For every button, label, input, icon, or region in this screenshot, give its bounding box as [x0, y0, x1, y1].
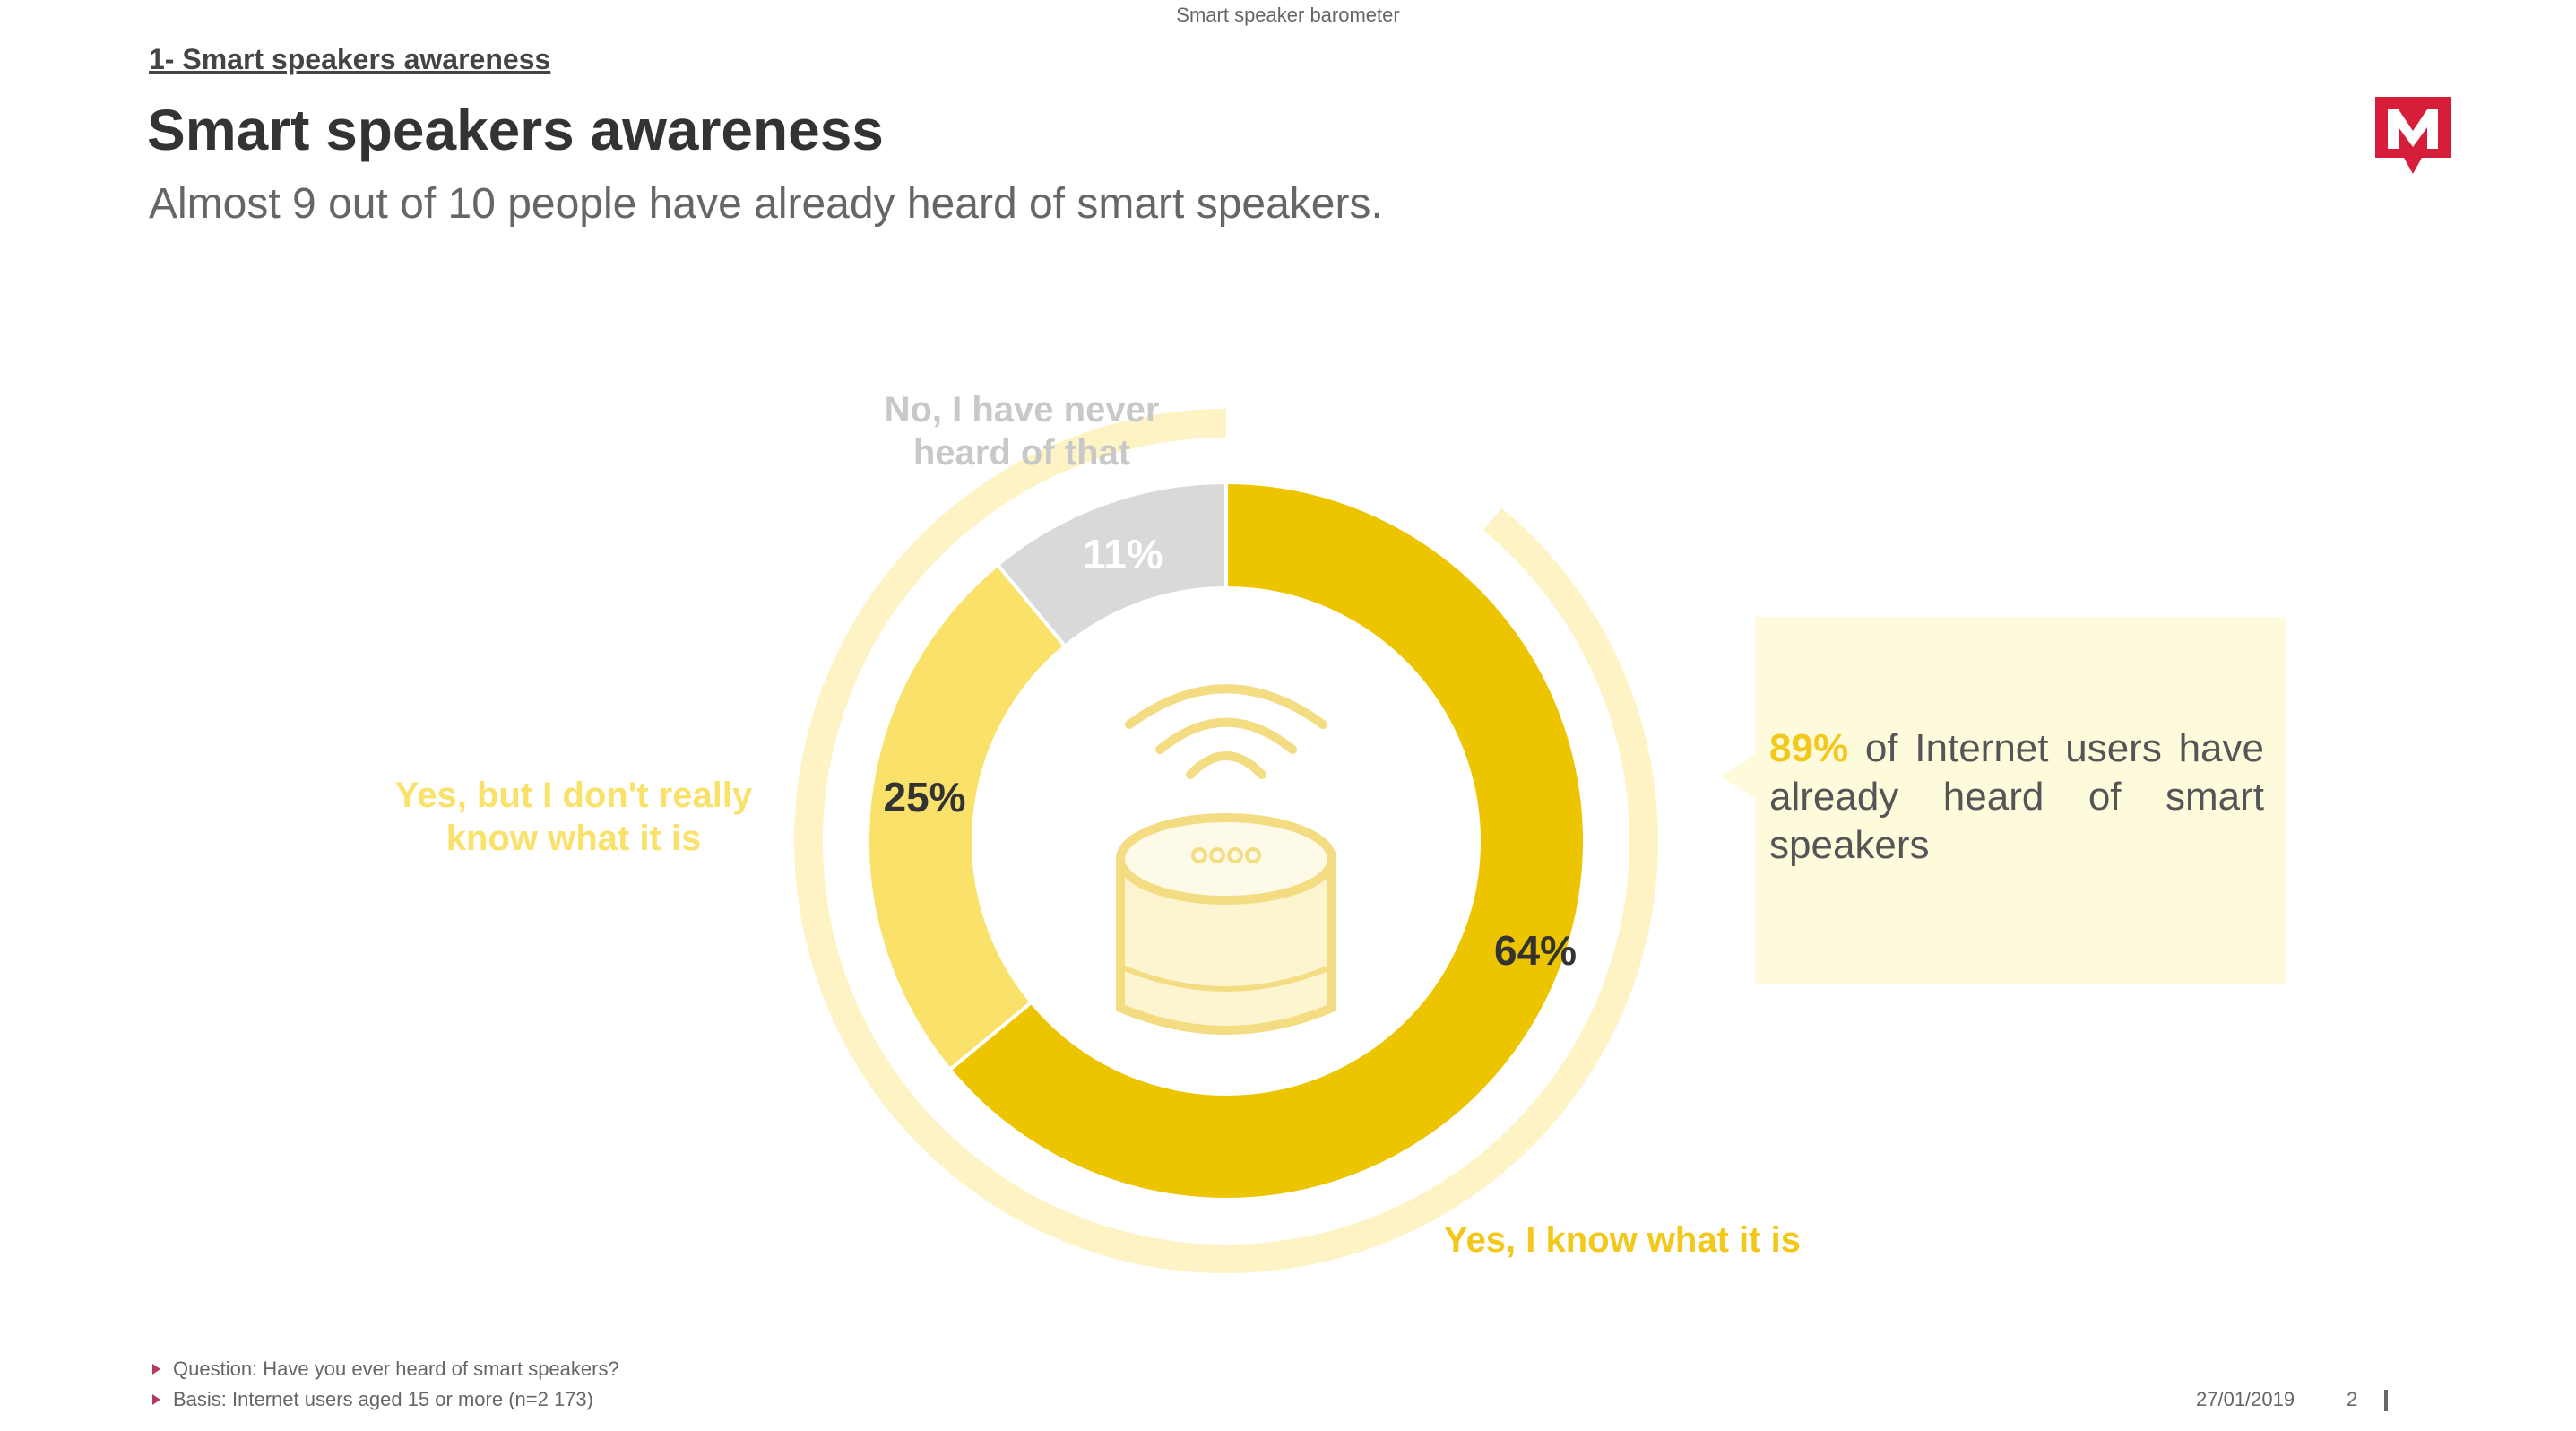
- callout-text: 89% of Internet users have already heard…: [1769, 724, 2264, 870]
- value-label-1: 25%: [883, 774, 965, 820]
- footnotes: Question: Have you ever heard of smart s…: [152, 1354, 619, 1415]
- category-label-2: No, I have never heard of that: [885, 390, 1160, 473]
- outer-awareness-ring: [794, 409, 1658, 1273]
- callout-body: of Internet users have already heard of …: [1769, 726, 2264, 867]
- footer-date: 27/01/2019: [2196, 1388, 2295, 1410]
- page-subtitle: Almost 9 out of 10 people have already h…: [149, 180, 1383, 228]
- page-marker: [2384, 1390, 2388, 1411]
- value-label-2: 11%: [1083, 531, 1163, 577]
- bullet-icon: [152, 1364, 160, 1375]
- footnote-text: Question: Have you ever heard of smart s…: [173, 1357, 619, 1380]
- donut-slice-1: [866, 561, 1068, 1072]
- value-label-0: 64%: [1494, 927, 1577, 974]
- donut-slice-0: [947, 480, 1586, 1201]
- donut-slice-2: [995, 480, 1228, 649]
- callout-highlight: 89%: [1769, 726, 1849, 770]
- page-number: 2: [2347, 1388, 2358, 1410]
- footnote-question: Question: Have you ever heard of smart s…: [152, 1354, 619, 1384]
- bullet-icon: [152, 1394, 160, 1405]
- report-name: Smart speaker barometer: [1176, 4, 1400, 26]
- category-label-1: Yes, but I don't really know what it is: [395, 776, 753, 858]
- footnote-text: Basis: Internet users aged 15 or more (n…: [173, 1388, 593, 1410]
- smart-speaker-icon: [1116, 684, 1336, 1035]
- callout-box: [1755, 617, 2286, 984]
- callout-pointer: [1721, 753, 1757, 800]
- page-title: Smart speakers awareness: [147, 98, 884, 162]
- section-breadcrumb-link[interactable]: 1- Smart speakers awareness: [149, 43, 551, 75]
- category-label-0: Yes, I know what it is: [1444, 1220, 1801, 1260]
- footnote-basis: Basis: Internet users aged 15 or more (n…: [152, 1384, 619, 1415]
- m-logo-icon: [2375, 97, 2451, 174]
